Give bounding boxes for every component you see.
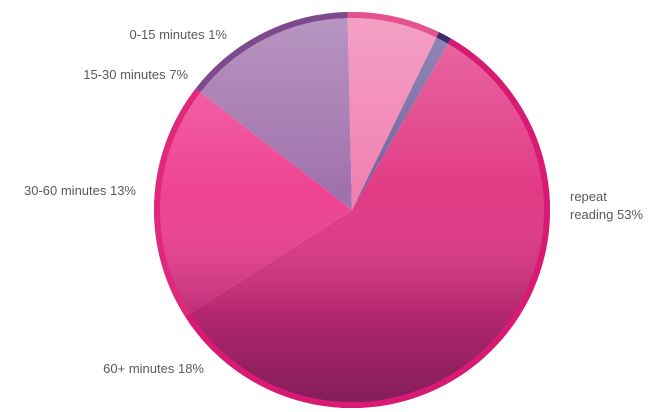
pie-shading [154,12,550,408]
pie-slice-label: 30-60 minutes 13% [24,183,136,198]
pie-rims [154,12,550,408]
pie-slice-rim [195,12,348,93]
pie-slice-label: 15-30 minutes 7% [83,67,188,82]
pie-slice-rim [185,38,550,408]
pie-labels: repeat reading 53% 60+ minutes 18% 30-60 mi… [24,27,643,376]
pie-slice-rim [436,32,451,44]
pie-slice-label: repeat reading 53% [570,189,643,222]
pie-slice-rim [154,88,201,317]
pie-slice-rim [347,12,440,38]
pie-slice-label: 60+ minutes 18% [103,361,204,376]
pie-slice-label: 0-15 minutes 1% [129,27,227,42]
